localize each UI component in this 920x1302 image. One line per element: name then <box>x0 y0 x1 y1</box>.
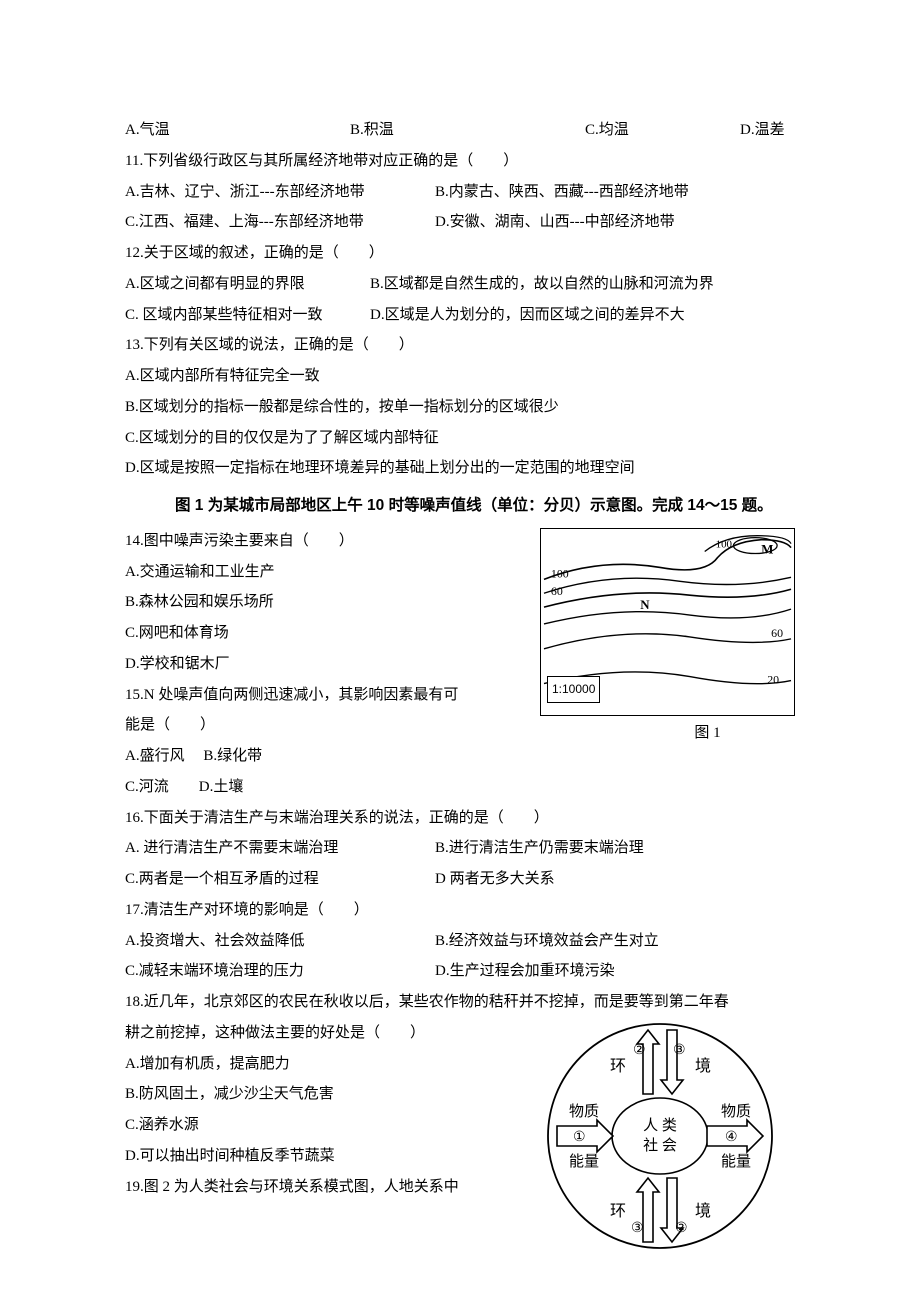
q12-row2: C. 区域内部某些特征相对一致 D.区域是人为划分的，因而区域之间的差异不大 <box>125 300 795 331</box>
fig2-society: 社 会 <box>643 1137 677 1154</box>
fig2-n2-top: ② <box>633 1043 646 1058</box>
q17-opt-d: D.生产过程会加重环境污染 <box>435 956 615 987</box>
fig2-n2-bot: ② <box>675 1221 688 1236</box>
fig2-n1: ① <box>573 1130 586 1145</box>
fig2-n4: ④ <box>725 1130 738 1145</box>
q11-row1: A.吉林、辽宁、浙江---东部经济地带 B.内蒙古、陕西、西藏---西部经济地带 <box>125 177 795 208</box>
q11-opt-a: A.吉林、辽宁、浙江---东部经济地带 <box>125 177 435 208</box>
lbl-n: N <box>640 598 650 612</box>
q17-row1: A.投资增大、社会效益降低 B.经济效益与环境效益会产生对立 <box>125 926 795 957</box>
q16-opt-c: C.两者是一个相互矛盾的过程 <box>125 864 435 895</box>
q16-opt-a: A. 进行清洁生产不需要末端治理 <box>125 833 435 864</box>
q10-opt-c: C.均温 <box>585 115 740 146</box>
q12-opt-d: D.区域是人为划分的，因而区域之间的差异不大 <box>370 300 685 331</box>
figure-2: 人 类 社 会 环 境 环 境 <box>525 1016 795 1256</box>
fig2-env-bl: 环 <box>610 1203 626 1220</box>
lbl-100-left: 100 <box>551 566 569 580</box>
q13-opt-b: B.区域划分的指标一般都是综合性的，按单一指标划分的区域很少 <box>125 392 795 423</box>
q12-opt-b: B.区域都是自然生成的，故以自然的山脉和河流为界 <box>370 269 714 300</box>
exam-page: A.气温 B.积温 C.均温 D.温差 11.下列省级行政区与其所属经济地带对应… <box>0 0 920 1232</box>
q12-opt-c: C. 区域内部某些特征相对一致 <box>125 300 370 331</box>
q11-opt-d: D.安徽、湖南、山西---中部经济地带 <box>435 207 675 238</box>
q15-opt-cd: C.河流 D.土壤 <box>125 772 795 803</box>
q18-19-block: 人 类 社 会 环 境 环 境 <box>125 1018 795 1203</box>
fig2-n3-bot: ③ <box>631 1221 644 1236</box>
q12-row1: A.区域之间都有明显的界限 B.区域都是自然生成的，故以自然的山脉和河流为界 <box>125 269 795 300</box>
lbl-60-left: 60 <box>551 584 563 598</box>
q10-options: A.气温 B.积温 C.均温 D.温差 <box>125 115 795 146</box>
q11-stem: 11.下列省级行政区与其所属经济地带对应正确的是（ ） <box>125 146 795 177</box>
q11-opt-c: C.江西、福建、上海---东部经济地带 <box>125 207 435 238</box>
q17-stem: 17.清洁生产对环境的影响是（ ） <box>125 895 795 926</box>
fig2-matter-l: 物质 <box>569 1103 599 1120</box>
q16-stem: 16.下面关于清洁生产与末端治理关系的说法，正确的是（ ） <box>125 803 795 834</box>
q13-opt-d: D.区域是按照一定指标在地理环境差异的基础上划分出的一定范围的地理空间 <box>125 453 795 484</box>
lbl-m: M <box>761 542 773 556</box>
q13-opt-c: C.区域划分的目的仅仅是为了了解区域内部特征 <box>125 423 795 454</box>
q18-stem1: 18.近几年，北京郊区的农民在秋收以后，某些农作物的秸秆并不挖掉，而是要等到第二… <box>125 987 795 1018</box>
q17-opt-b: B.经济效益与环境效益会产生对立 <box>435 926 659 957</box>
fig2-env-tr: 境 <box>695 1056 711 1075</box>
fig2-n3-top: ③ <box>673 1043 686 1058</box>
lbl-100-right: 100 <box>716 538 733 550</box>
q16-row2: C.两者是一个相互矛盾的过程 D 两者无多大关系 <box>125 864 795 895</box>
q17-row2: C.减轻末端环境治理的压力 D.生产过程会加重环境污染 <box>125 956 795 987</box>
q10-opt-d: D.温差 <box>740 115 785 146</box>
lbl-60-right: 60 <box>771 626 783 640</box>
q11-opt-b: B.内蒙古、陕西、西藏---西部经济地带 <box>435 177 689 208</box>
figure-1-scale: 1:10000 <box>547 676 600 703</box>
lbl-20: 20 <box>767 672 779 686</box>
q17-opt-a: A.投资增大、社会效益降低 <box>125 926 435 957</box>
q13-opt-a: A.区域内部所有特征完全一致 <box>125 361 795 392</box>
fig2-energy-l: 能量 <box>569 1153 599 1170</box>
q17-opt-c: C.减轻末端环境治理的压力 <box>125 956 435 987</box>
fig2-env-tl: 环 <box>610 1058 626 1075</box>
q12-stem: 12.关于区域的叙述，正确的是（ ） <box>125 238 795 269</box>
q16-opt-d: D 两者无多大关系 <box>435 864 555 895</box>
section-heading-fig1: 图 1 为某城市局部地区上午 10 时等噪声值线（单位：分贝）示意图。完成 14… <box>125 490 795 522</box>
figure-1-caption: 图 1 <box>540 718 795 749</box>
q11-row2: C.江西、福建、上海---东部经济地带 D.安徽、湖南、山西---中部经济地带 <box>125 207 795 238</box>
q10-opt-b: B.积温 <box>350 115 585 146</box>
q12-opt-a: A.区域之间都有明显的界限 <box>125 269 370 300</box>
figure-1: 100 100 60 60 20 M N 1:10000 图 1 <box>540 528 795 749</box>
q13-stem: 13.下列有关区域的说法，正确的是（ ） <box>125 330 795 361</box>
fig2-energy-r: 能量 <box>721 1153 751 1170</box>
q14-15-block: 100 100 60 60 20 M N 1:10000 图 1 14.图中噪声… <box>125 526 795 803</box>
fig2-human: 人 类 <box>643 1117 677 1134</box>
q16-opt-b: B.进行清洁生产仍需要末端治理 <box>435 833 644 864</box>
figure-2-diagram: 人 类 社 会 环 境 环 境 <box>525 1016 795 1256</box>
fig2-env-br: 境 <box>695 1201 711 1220</box>
fig2-matter-r: 物质 <box>721 1103 751 1120</box>
q16-row1: A. 进行清洁生产不需要末端治理 B.进行清洁生产仍需要末端治理 <box>125 833 795 864</box>
figure-1-map: 100 100 60 60 20 M N 1:10000 <box>540 528 795 716</box>
q10-opt-a: A.气温 <box>125 115 350 146</box>
